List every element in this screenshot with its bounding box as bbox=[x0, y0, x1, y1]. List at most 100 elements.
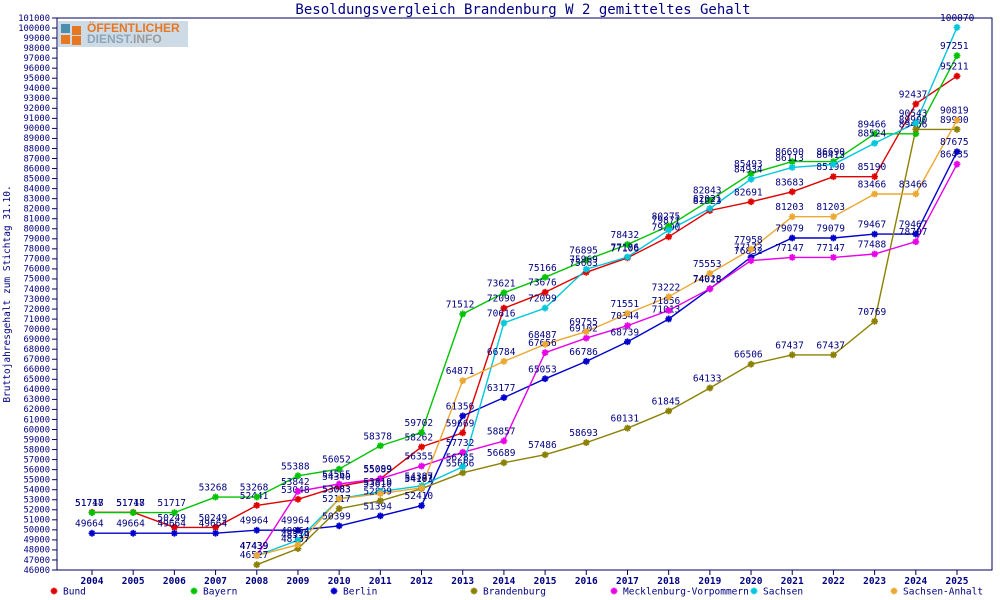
logo-square-orange-2 bbox=[61, 34, 70, 44]
y-tick-label: 55000 bbox=[24, 475, 50, 485]
value-label: 69755 bbox=[569, 317, 598, 328]
value-label: 89466 bbox=[858, 119, 887, 130]
data-point-marker bbox=[459, 429, 467, 437]
data-point-marker bbox=[624, 241, 631, 248]
value-label: 51717 bbox=[116, 498, 145, 509]
value-label: 47439 bbox=[240, 541, 269, 552]
data-point-marker bbox=[470, 587, 478, 595]
value-label: 82843 bbox=[693, 186, 722, 197]
y-tick-label: 63000 bbox=[24, 395, 50, 405]
plot-frame bbox=[56, 17, 993, 571]
data-point-marker bbox=[788, 188, 796, 196]
y-tick-label: 74000 bbox=[24, 285, 50, 295]
y-tick-label: 51000 bbox=[24, 516, 50, 526]
value-label: 53610 bbox=[363, 479, 392, 490]
data-point-marker bbox=[418, 484, 425, 492]
data-point-marker bbox=[294, 526, 302, 534]
data-point-marker bbox=[459, 463, 467, 471]
data-point-marker bbox=[335, 505, 343, 513]
legend-item-sachsen[interactable]: Sachsen bbox=[750, 587, 803, 598]
value-label: 67437 bbox=[816, 340, 845, 351]
data-point-marker bbox=[747, 198, 755, 206]
value-label: 72090 bbox=[487, 294, 516, 305]
data-point-marker bbox=[624, 322, 631, 330]
y-tick-label: 96000 bbox=[24, 64, 50, 74]
legend-label: Sachsen-Anhalt bbox=[903, 587, 983, 598]
value-label: 86690 bbox=[775, 147, 804, 158]
data-point-marker bbox=[830, 161, 837, 168]
value-label: 65053 bbox=[528, 364, 557, 375]
y-tick-label: 78000 bbox=[24, 245, 50, 255]
y-tick-label: 65000 bbox=[24, 375, 50, 385]
value-label: 77147 bbox=[775, 243, 804, 254]
value-label: 47439 bbox=[240, 541, 269, 552]
data-point-marker bbox=[582, 439, 590, 447]
value-label: 49664 bbox=[199, 519, 228, 530]
value-label: 82021 bbox=[693, 194, 722, 205]
y-tick-label: 58000 bbox=[24, 445, 50, 455]
value-label: 56689 bbox=[487, 448, 516, 459]
legend-item-brandenburg[interactable]: Brandenburg bbox=[470, 587, 546, 598]
site-logo[interactable]: ÖFFENTLICHER DIENST.INFO bbox=[58, 21, 188, 47]
value-label: 84934 bbox=[734, 165, 763, 176]
legend-item-mecklenburg-vorpommern[interactable]: Mecklenburg-Vorpommern bbox=[610, 587, 749, 598]
x-tick-label: 2016 bbox=[575, 576, 598, 587]
value-label: 53048 bbox=[281, 485, 310, 496]
y-tick-label: 79000 bbox=[24, 235, 50, 245]
value-label: 83466 bbox=[858, 179, 887, 190]
value-label: 71551 bbox=[610, 299, 639, 310]
x-tick-label: 2007 bbox=[204, 576, 227, 587]
chart-legend: Bund Bayern Berlin Brandenburg Mecklenburg-V… bbox=[50, 587, 983, 598]
data-point-marker bbox=[294, 545, 302, 552]
value-label: 95211 bbox=[940, 62, 969, 73]
y-tick-label: 53000 bbox=[24, 496, 50, 506]
data-point-marker bbox=[953, 148, 961, 156]
value-label: 54340 bbox=[322, 472, 351, 483]
data-point-marker bbox=[541, 273, 549, 281]
y-tick-label: 62000 bbox=[24, 405, 50, 415]
data-point-marker bbox=[500, 358, 508, 365]
value-label: 83466 bbox=[899, 179, 928, 190]
data-point-marker bbox=[788, 213, 796, 221]
value-label: 51748 bbox=[116, 498, 145, 509]
data-point-marker bbox=[541, 304, 549, 312]
value-label: 77106 bbox=[610, 243, 639, 254]
value-label: 85493 bbox=[734, 159, 763, 170]
data-point-marker bbox=[418, 502, 425, 510]
value-label: 70616 bbox=[487, 308, 516, 319]
legend-label: Sachsen bbox=[763, 587, 803, 598]
legend-item-sachsen-anhalt[interactable]: Sachsen-Anhalt bbox=[890, 587, 983, 598]
data-point-marker bbox=[170, 509, 178, 517]
value-label: 86690 bbox=[816, 147, 845, 158]
series-line-bund bbox=[92, 75, 958, 529]
data-point-marker bbox=[459, 448, 467, 456]
value-label: 51717 bbox=[157, 498, 186, 509]
y-tick-label: 67000 bbox=[24, 355, 50, 365]
value-label: 100070 bbox=[940, 13, 975, 24]
value-label: 86435 bbox=[940, 150, 969, 161]
data-point-marker bbox=[418, 429, 425, 436]
value-label: 48519 bbox=[281, 530, 310, 541]
legend-label: Berlin bbox=[343, 587, 377, 598]
value-label: 78432 bbox=[610, 230, 639, 241]
legend-item-bayern[interactable]: Bayern bbox=[190, 587, 238, 598]
value-label: 73676 bbox=[528, 278, 557, 289]
y-tick-label: 73000 bbox=[24, 295, 50, 305]
y-axis-title: Bruttojahresgehalt zum Stichtag 31.10. bbox=[2, 185, 13, 402]
legend-item-bund[interactable]: Bund bbox=[50, 587, 86, 598]
value-label: 77186 bbox=[610, 243, 639, 254]
data-point-marker bbox=[335, 480, 343, 488]
value-label: 77958 bbox=[734, 235, 763, 246]
legend-item-berlin[interactable]: Berlin bbox=[330, 587, 378, 598]
value-label: 61356 bbox=[446, 401, 475, 412]
data-point-marker bbox=[624, 253, 631, 261]
data-point-marker bbox=[665, 315, 673, 323]
data-point-marker bbox=[890, 587, 898, 595]
data-point-marker bbox=[706, 269, 714, 277]
data-point-marker bbox=[582, 357, 590, 365]
data-point-marker bbox=[294, 472, 302, 480]
data-point-marker bbox=[871, 130, 879, 138]
y-tick-label: 85000 bbox=[24, 174, 50, 184]
value-label: 74018 bbox=[693, 274, 722, 285]
data-point-marker bbox=[624, 310, 631, 317]
